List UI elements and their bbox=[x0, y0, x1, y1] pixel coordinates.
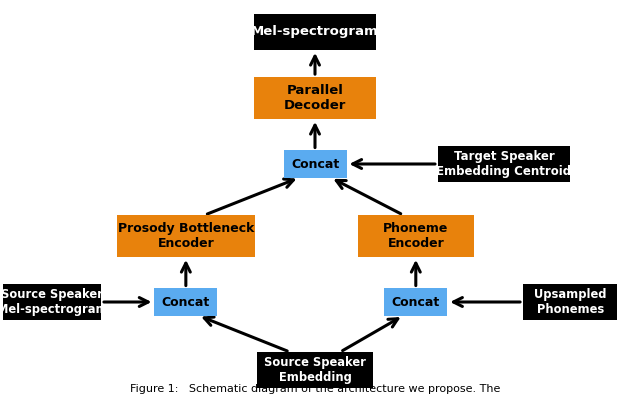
FancyBboxPatch shape bbox=[523, 284, 617, 320]
FancyBboxPatch shape bbox=[358, 215, 474, 257]
Text: Mel-spectrogram: Mel-spectrogram bbox=[251, 26, 379, 38]
Text: Upsampled
Phonemes: Upsampled Phonemes bbox=[534, 288, 607, 316]
FancyBboxPatch shape bbox=[256, 352, 373, 388]
Text: Concat: Concat bbox=[291, 158, 339, 170]
Text: Figure 1:   Schematic diagram of the architecture we propose. The: Figure 1: Schematic diagram of the archi… bbox=[130, 384, 500, 394]
FancyBboxPatch shape bbox=[284, 150, 346, 178]
FancyBboxPatch shape bbox=[253, 77, 376, 119]
Text: Concat: Concat bbox=[162, 296, 210, 308]
Text: Phoneme
Encoder: Phoneme Encoder bbox=[383, 222, 449, 250]
FancyBboxPatch shape bbox=[384, 288, 447, 316]
Text: Prosody Bottleneck
Encoder: Prosody Bottleneck Encoder bbox=[118, 222, 254, 250]
FancyBboxPatch shape bbox=[117, 215, 255, 257]
FancyBboxPatch shape bbox=[154, 288, 217, 316]
FancyBboxPatch shape bbox=[253, 14, 376, 50]
Text: Parallel
Decoder: Parallel Decoder bbox=[284, 84, 346, 112]
FancyBboxPatch shape bbox=[4, 284, 101, 320]
Text: Target Speaker
Embedding Centroid: Target Speaker Embedding Centroid bbox=[437, 150, 571, 178]
Text: Source Speaker
Embedding: Source Speaker Embedding bbox=[264, 356, 366, 384]
FancyBboxPatch shape bbox=[438, 146, 570, 182]
Text: Concat: Concat bbox=[392, 296, 440, 308]
Text: Source Speaker
Mel-spectrogram: Source Speaker Mel-spectrogram bbox=[0, 288, 108, 316]
